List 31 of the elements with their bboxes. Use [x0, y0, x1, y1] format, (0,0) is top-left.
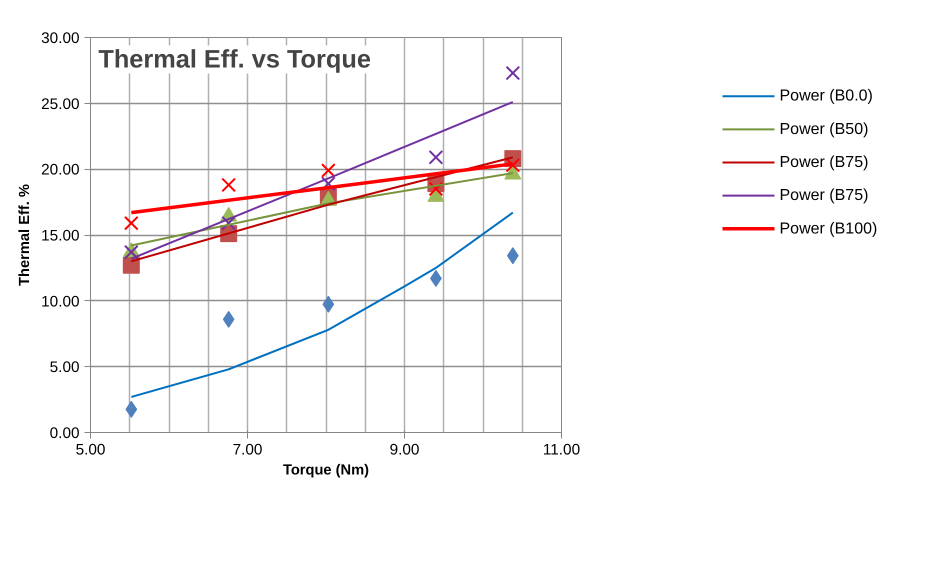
- point: [125, 400, 138, 418]
- y-tick-label: 25.00: [41, 96, 80, 113]
- point: [221, 178, 236, 192]
- legend-label: Power (B0.0): [780, 88, 873, 105]
- y-tick-label: 10.00: [41, 293, 80, 310]
- x-axis-title: Torque (Nm): [282, 462, 370, 478]
- point: [428, 150, 444, 165]
- point: [221, 216, 236, 231]
- x-tick-label: 11.00: [542, 442, 580, 458]
- point: [506, 247, 519, 264]
- point: [124, 216, 139, 231]
- legend-label: Power (B50): [780, 120, 868, 138]
- point: [320, 163, 336, 178]
- y-axis-title: Thermal Eff. %: [17, 184, 34, 286]
- legend-label: Power (B75): [780, 154, 868, 171]
- point: [505, 158, 520, 173]
- line-series: [130, 212, 514, 398]
- y-tick-label: 30.00: [41, 30, 80, 47]
- legend-label: Power (B100): [780, 220, 878, 238]
- point: [428, 182, 444, 196]
- y-tick-label: 15.00: [41, 228, 80, 244]
- x-tick-label: 7.00: [232, 442, 262, 458]
- point: [505, 66, 520, 80]
- x-tick-label: 5.00: [76, 442, 106, 458]
- legend-label: Power (B75): [780, 187, 868, 204]
- x-tick-label: 9.00: [390, 442, 420, 458]
- point: [320, 176, 336, 192]
- chart-title: Thermal Eff. vs Torque: [98, 46, 371, 74]
- y-tick-label: 0.00: [50, 425, 80, 442]
- y-tick-label: 5.00: [50, 359, 80, 376]
- y-tick-label: 20.00: [41, 162, 80, 179]
